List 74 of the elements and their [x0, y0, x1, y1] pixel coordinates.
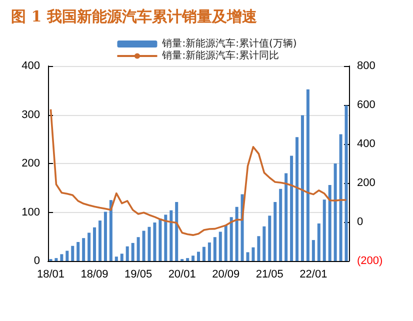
bar	[93, 227, 96, 261]
bar	[54, 258, 58, 261]
bar	[218, 232, 222, 261]
bar	[334, 164, 337, 261]
line-series	[50, 108, 348, 236]
bar	[328, 184, 332, 261]
bar	[279, 188, 282, 261]
bar	[284, 173, 288, 261]
bar	[120, 254, 124, 261]
y2-tick-label: 400	[357, 138, 376, 150]
bar	[235, 206, 238, 261]
bar	[71, 246, 74, 261]
bar	[164, 214, 168, 261]
x-tick-label: 19/05	[124, 268, 152, 280]
x-tick-label: 22/01	[300, 268, 328, 280]
bar	[186, 258, 190, 261]
x-tick-label: 21/05	[256, 268, 284, 280]
bar	[252, 247, 255, 261]
y2-tick-label: 800	[357, 60, 376, 72]
bar	[148, 226, 151, 261]
bar	[296, 137, 299, 261]
x-tick-label: 20/09	[212, 268, 240, 280]
bar	[153, 222, 156, 261]
bar	[339, 134, 342, 261]
bar	[175, 202, 178, 261]
bar	[109, 200, 112, 261]
bar	[262, 226, 266, 261]
bar	[88, 232, 91, 261]
y-tick-label: 400	[22, 60, 40, 72]
bar	[268, 216, 272, 261]
bar	[82, 238, 86, 261]
bar	[104, 212, 107, 261]
bar	[136, 237, 140, 261]
y2-tick-label: 200	[357, 177, 376, 189]
y-tick-label: 0	[34, 255, 40, 267]
bar	[192, 256, 195, 261]
bar	[322, 200, 326, 261]
chart-title: 图 1 我国新能源汽车累计销量及增速	[11, 8, 258, 26]
bar	[131, 242, 134, 261]
bar	[196, 252, 200, 261]
x-tick-label: 20/01	[168, 268, 196, 280]
bar	[317, 223, 320, 261]
legend-label: 销量:新能源汽车:累计同比	[161, 50, 279, 62]
bar	[60, 254, 64, 261]
bar	[208, 242, 211, 261]
bar	[344, 105, 348, 261]
y-tick-label: 200	[22, 158, 40, 170]
x-tick-label: 18/01	[36, 268, 64, 280]
bar	[202, 246, 206, 261]
bar	[246, 252, 250, 261]
bar	[290, 156, 294, 261]
bar	[76, 242, 80, 261]
bar	[142, 230, 146, 261]
y2-tick-label: 0	[357, 216, 364, 228]
x-tick-label: 18/09	[80, 268, 108, 280]
bar	[300, 115, 304, 261]
bar	[213, 237, 216, 261]
bar	[114, 256, 118, 261]
bar	[126, 246, 129, 261]
legend-label: 销量:新能源汽车:累计值(万辆)	[161, 38, 297, 50]
bar	[224, 225, 228, 261]
bar	[306, 89, 310, 261]
bar	[66, 250, 69, 261]
bar	[170, 210, 173, 261]
y-tick-label: 300	[22, 108, 40, 121]
bar	[274, 202, 277, 261]
y2-tick-label: 600	[357, 99, 376, 111]
bar	[158, 218, 162, 261]
y-tick-label: 100	[22, 206, 40, 218]
y2-tick-label: (200)	[357, 255, 383, 267]
bar	[257, 236, 260, 261]
bar	[230, 217, 233, 261]
bar	[98, 220, 102, 261]
bar	[312, 240, 315, 261]
